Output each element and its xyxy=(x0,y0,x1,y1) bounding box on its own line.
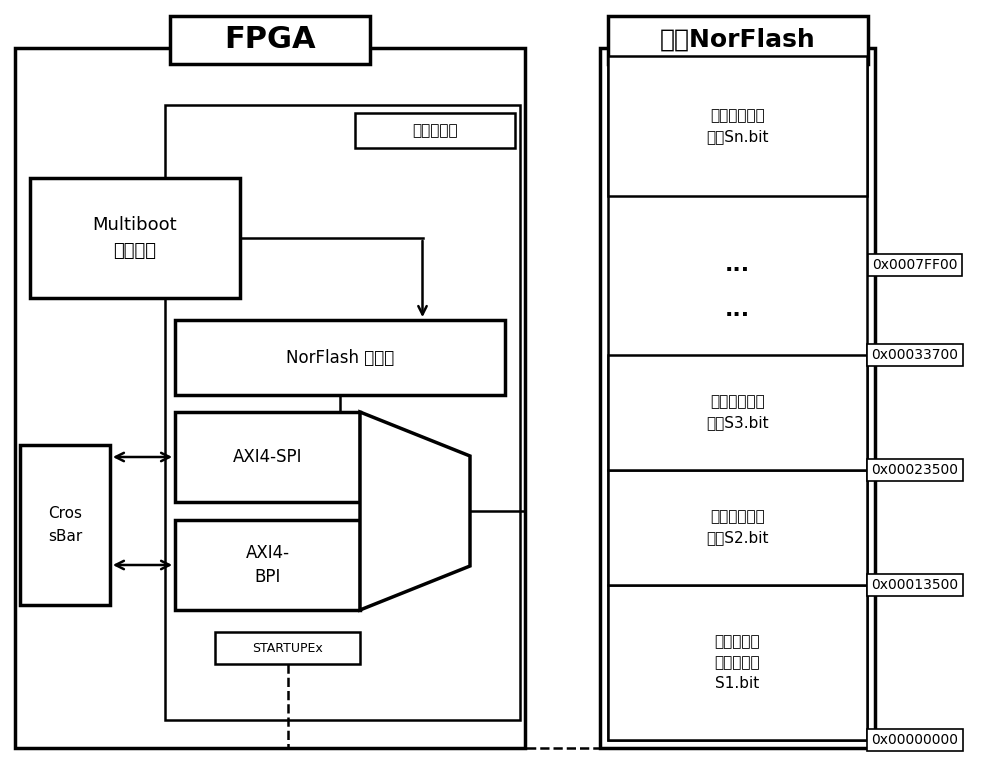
Bar xyxy=(215,632,360,664)
Text: 裁剪后比特流
文件S3.bit: 裁剪后比特流 文件S3.bit xyxy=(706,395,769,430)
Text: AXI4-SPI: AXI4-SPI xyxy=(233,448,302,466)
Text: ...: ... xyxy=(725,300,750,320)
Text: NorFlash 控制器: NorFlash 控制器 xyxy=(286,348,394,366)
Text: FPGA: FPGA xyxy=(224,25,316,55)
Bar xyxy=(608,585,867,740)
Bar xyxy=(608,56,867,740)
Bar xyxy=(165,105,520,720)
Text: 片外NorFlash: 片外NorFlash xyxy=(660,28,815,52)
Bar xyxy=(170,16,370,64)
Polygon shape xyxy=(360,412,470,610)
Text: Multiboot
判断模块: Multiboot 判断模块 xyxy=(93,216,177,260)
Bar xyxy=(30,178,240,298)
Bar xyxy=(175,320,505,395)
Text: Cros
sBar: Cros sBar xyxy=(48,507,82,544)
Bar xyxy=(355,113,515,148)
Text: ...: ... xyxy=(725,255,750,275)
Text: 静态逻辑区: 静态逻辑区 xyxy=(412,123,458,138)
Bar xyxy=(608,470,867,585)
Text: 0x00023500: 0x00023500 xyxy=(872,463,958,477)
Text: 上电初始化
比特流文件
S1.bit: 上电初始化 比特流文件 S1.bit xyxy=(715,634,760,691)
Bar xyxy=(608,355,867,470)
Bar xyxy=(600,48,875,748)
Text: AXI4-
BPI: AXI4- BPI xyxy=(246,544,290,586)
Bar xyxy=(15,48,525,748)
Text: 裁剪后比特流
文件Sn.bit: 裁剪后比特流 文件Sn.bit xyxy=(706,108,769,144)
Text: 0x00013500: 0x00013500 xyxy=(871,578,959,592)
Text: 0x00033700: 0x00033700 xyxy=(872,348,958,362)
Bar xyxy=(608,56,867,196)
Bar xyxy=(175,412,360,502)
Bar xyxy=(175,520,360,610)
Bar xyxy=(20,445,110,605)
Text: 0x0007FF00: 0x0007FF00 xyxy=(872,258,958,272)
Text: 0x00000000: 0x00000000 xyxy=(872,733,958,747)
Bar xyxy=(608,16,868,64)
Text: 裁剪后比特流
文件S2.bit: 裁剪后比特流 文件S2.bit xyxy=(706,510,769,546)
Text: STARTUPEx: STARTUPEx xyxy=(252,641,323,655)
